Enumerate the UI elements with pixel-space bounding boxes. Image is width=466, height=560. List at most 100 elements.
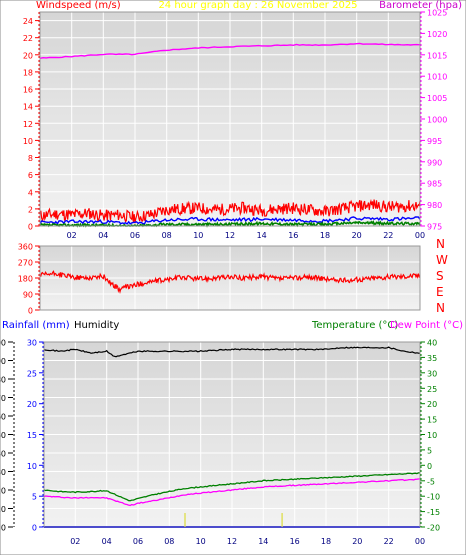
baro-tick-label: 1000 <box>427 116 447 125</box>
barometer-axis-title: Barometer (hpa) <box>379 0 462 11</box>
baro-tick-label: 1010 <box>427 73 447 82</box>
humidity-tick-label: 100 <box>0 339 6 348</box>
wind-x-tick-label: 12 <box>225 231 235 240</box>
lower-x-tick-label: 12 <box>227 537 237 546</box>
humidity-tick-label: 90 <box>0 357 6 366</box>
temperature-tick-label: -15 <box>427 508 440 517</box>
baro-tick-label: 980 <box>427 201 442 210</box>
lower-x-tick-label: 06 <box>133 537 143 546</box>
lower-x-tick-label: 02 <box>70 537 80 546</box>
wind-x-tick-label: 08 <box>162 231 172 240</box>
direction-tick-label: 360 <box>18 243 33 252</box>
wind-tick-label: 10 <box>23 137 33 146</box>
direction-tick-label: 90 <box>23 291 33 300</box>
compass-label: W <box>436 253 448 267</box>
lower-x-tick-label: 16 <box>290 537 300 546</box>
rainfall-tick-label: 20 <box>27 400 37 409</box>
windspeed-axis-title: Windspeed (m/s) <box>36 0 121 11</box>
rainfall-tick-label: 5 <box>32 493 37 502</box>
temperature-tick-label: 30 <box>427 369 437 378</box>
wind-barometer-panel: 0246810121416182022249759809859909951000… <box>23 9 448 241</box>
panel2-frame <box>39 245 421 311</box>
baro-tick-label: 1005 <box>427 94 447 103</box>
dewpoint-axis-title: Dew Point (°C) <box>390 320 463 331</box>
rainfall-tick-label: 15 <box>27 431 37 440</box>
wind-x-tick-label: 04 <box>98 231 108 240</box>
temperature-tick-label: -20 <box>427 524 440 533</box>
panel3-frame <box>43 341 421 528</box>
baro-tick-label: 1015 <box>427 51 447 60</box>
humidity-tick-label: 70 <box>0 394 6 403</box>
humidity-tick-label: 30 <box>0 468 6 477</box>
temperature-axis-title: Temperature (°C) <box>311 320 398 331</box>
barometer-line <box>39 42 421 59</box>
wind-tick-label: 0 <box>28 223 33 232</box>
lower-x-tick-label: 08 <box>164 537 174 546</box>
compass-label: N <box>436 237 445 251</box>
baro-tick-label: 990 <box>427 158 442 167</box>
wind-x-tick-label: 00 <box>415 231 425 240</box>
rainfall-tick-label: 25 <box>27 369 37 378</box>
wind-tick-label: 8 <box>28 154 33 163</box>
lower-x-tick-label: 04 <box>102 537 112 546</box>
lower-x-tick-label: 20 <box>352 537 362 546</box>
baro-tick-label: 1025 <box>427 9 447 18</box>
humidity-line <box>43 346 421 358</box>
wind-x-tick-label: 06 <box>130 231 140 240</box>
wind-x-tick-label: 18 <box>320 231 330 240</box>
wind-tick-label: 4 <box>28 188 33 197</box>
baro-tick-label: 995 <box>427 137 442 146</box>
temperature-tick-label: 10 <box>427 431 437 440</box>
temperature-tick-label: 35 <box>427 354 437 363</box>
wind-average-line <box>39 216 421 225</box>
direction-tick-label: 270 <box>18 259 33 268</box>
lower-x-tick-label: 22 <box>384 537 394 546</box>
humidity-tick-label: 10 <box>0 505 6 514</box>
rainfall-tick-label: 10 <box>27 462 37 471</box>
dewpoint-line <box>43 478 421 507</box>
humidity-tick-label: 60 <box>0 413 6 422</box>
wind-gust-line <box>39 198 421 224</box>
baro-tick-label: 985 <box>427 180 442 189</box>
wind-direction-line <box>39 270 421 294</box>
humidity-axis-title: Humidity <box>74 320 119 331</box>
compass-label: N <box>436 301 445 315</box>
wind-tick-label: 2 <box>28 205 33 214</box>
rainfall-tick-label: 0 <box>32 524 37 533</box>
temperature-tick-label: 20 <box>427 400 437 409</box>
wind-x-tick-label: 22 <box>383 231 393 240</box>
rainfall-tick-label: 30 <box>27 339 37 348</box>
wind-x-tick-label: 14 <box>257 231 267 240</box>
wind-x-tick-label: 02 <box>67 231 77 240</box>
baro-tick-label: 975 <box>427 223 442 232</box>
baro-tick-label: 1020 <box>427 30 447 39</box>
humidity-tick-label: 50 <box>0 431 6 440</box>
panel1-frame <box>39 11 421 227</box>
wind-tick-label: 20 <box>23 51 33 60</box>
wind-tick-label: 24 <box>23 17 33 26</box>
temperature-tick-label: -10 <box>427 493 440 502</box>
humidity-tick-label: 40 <box>0 450 6 459</box>
graph-title: 24 hour graph day : 26 November 2025 <box>158 0 357 11</box>
wind-tick-label: 22 <box>23 34 33 43</box>
wind-tick-label: 6 <box>28 171 33 180</box>
temperature-tick-label: 0 <box>427 462 432 471</box>
humidity-tick-label: 20 <box>0 487 6 496</box>
temperature-line <box>43 472 420 502</box>
lower-x-tick-label: 00 <box>415 537 425 546</box>
wind-x-tick-label: 20 <box>352 231 362 240</box>
wind-tick-label: 18 <box>23 68 33 77</box>
wind-tick-label: 12 <box>23 120 33 129</box>
humidity-tick-label: 0 <box>1 524 6 533</box>
temperature-tick-label: 25 <box>427 385 437 394</box>
direction-tick-label: 0 <box>28 307 33 316</box>
lower-x-tick-label: 10 <box>196 537 206 546</box>
wind-tick-label: 14 <box>23 103 33 112</box>
direction-tick-label: 180 <box>18 275 33 284</box>
wind-lull-line <box>39 220 421 228</box>
temperature-tick-label: -5 <box>427 477 435 486</box>
lower-x-tick-label: 14 <box>258 537 268 546</box>
wind-x-tick-label: 16 <box>288 231 298 240</box>
